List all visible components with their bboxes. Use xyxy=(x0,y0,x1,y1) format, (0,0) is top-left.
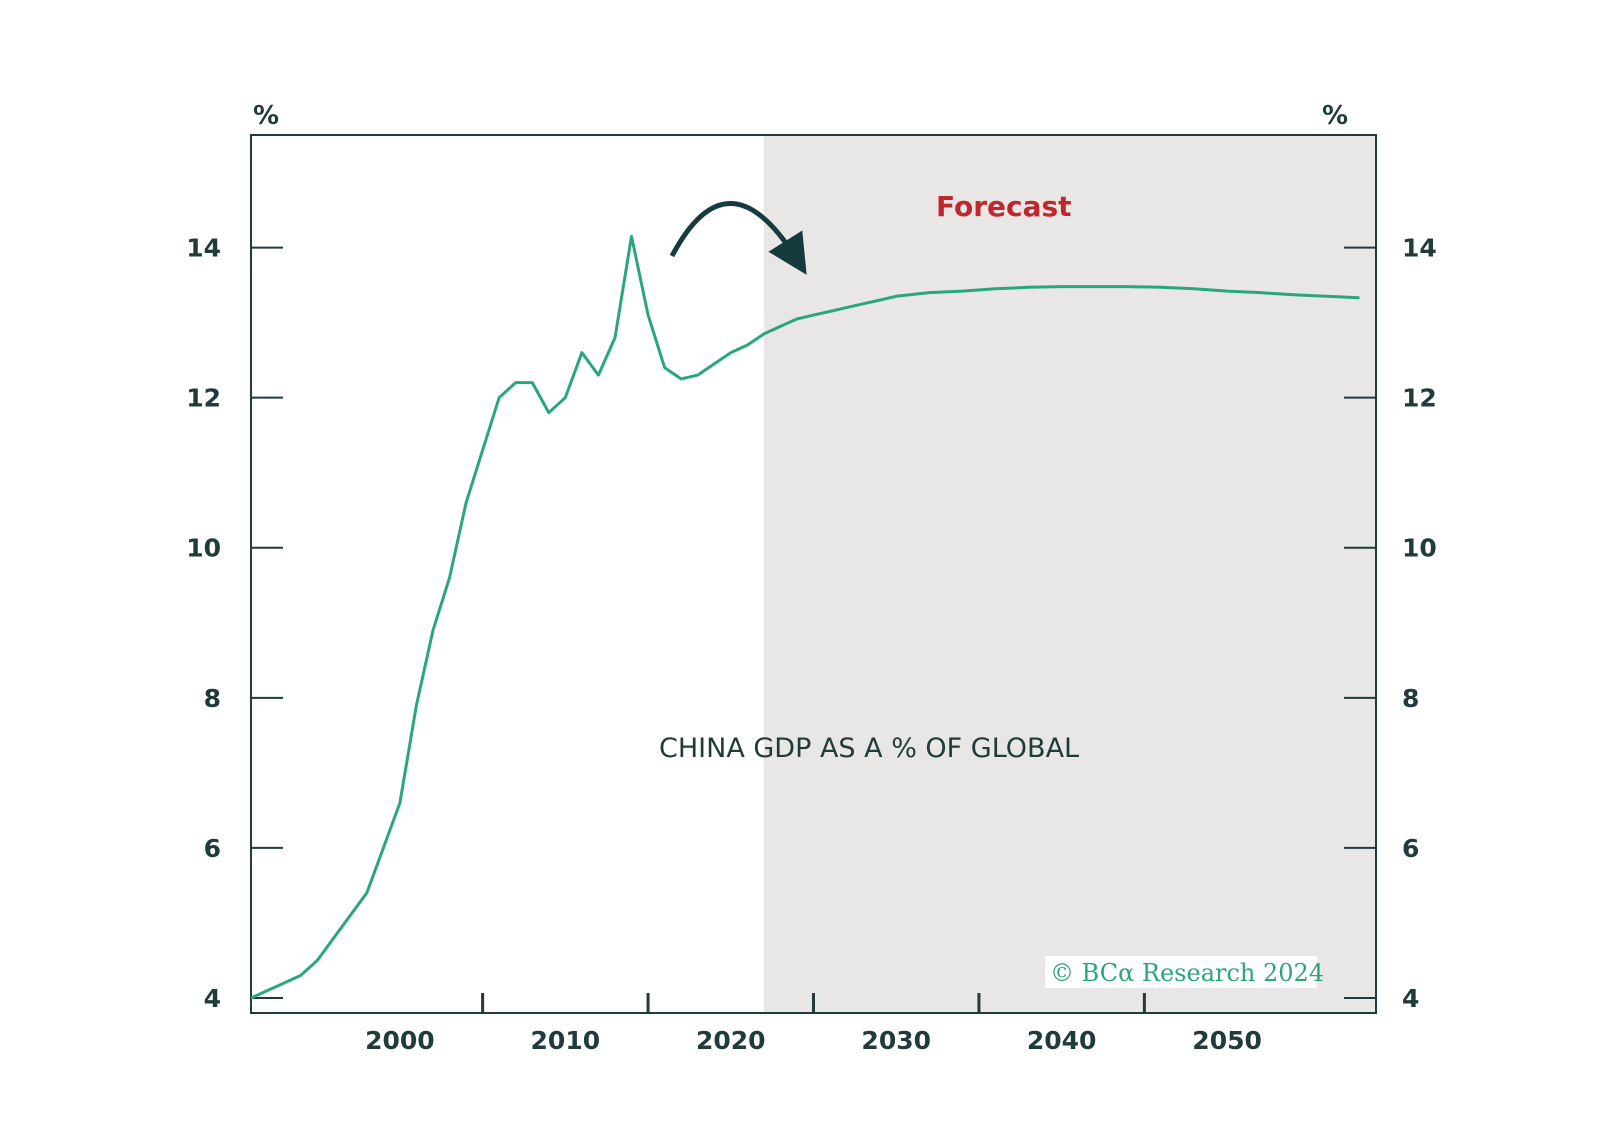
y-tick-label-left: 4 xyxy=(204,984,221,1013)
y-unit-left: % xyxy=(253,101,279,131)
y-axis-left: 4 6 8 10 12 14 xyxy=(186,234,283,1013)
x-tick-label: 2040 xyxy=(1027,1026,1097,1055)
y-tick-label-right: 8 xyxy=(1402,684,1419,713)
x-tick-label: 2020 xyxy=(696,1026,766,1055)
x-tick-label: 2000 xyxy=(365,1026,435,1055)
x-tick-label: 2030 xyxy=(861,1026,931,1055)
forecast-label: Forecast xyxy=(936,190,1072,223)
y-tick-label-left: 10 xyxy=(186,534,221,563)
y-tick-label-right: 4 xyxy=(1402,984,1419,1013)
credit-background xyxy=(1045,956,1317,988)
y-tick-label-left: 8 xyxy=(204,684,221,713)
y-tick-label-left: 6 xyxy=(204,834,221,863)
peak-arrow-icon xyxy=(669,201,807,275)
forecast-region xyxy=(763,135,1376,1013)
y-tick-label-right: 12 xyxy=(1402,384,1437,413)
y-tick-label-left: 12 xyxy=(186,384,221,413)
x-tick-label: 2010 xyxy=(531,1026,601,1055)
y-axis-right: 4 6 8 10 12 14 xyxy=(1344,234,1437,1013)
chart-title: CHINA GDP AS A % OF GLOBAL xyxy=(659,733,1079,764)
x-axis: 2000 2010 2020 2030 2040 2050 xyxy=(365,993,1262,1055)
x-tick-label: 2050 xyxy=(1192,1026,1262,1055)
y-tick-label-right: 10 xyxy=(1402,534,1437,563)
y-unit-right: % xyxy=(1322,101,1348,131)
y-tick-label-left: 14 xyxy=(186,234,221,263)
y-tick-label-right: 14 xyxy=(1402,234,1437,263)
series-line xyxy=(250,234,1360,1000)
credit-text: © BCα Research 2024 xyxy=(1050,959,1324,987)
y-tick-label-right: 6 xyxy=(1402,834,1419,863)
